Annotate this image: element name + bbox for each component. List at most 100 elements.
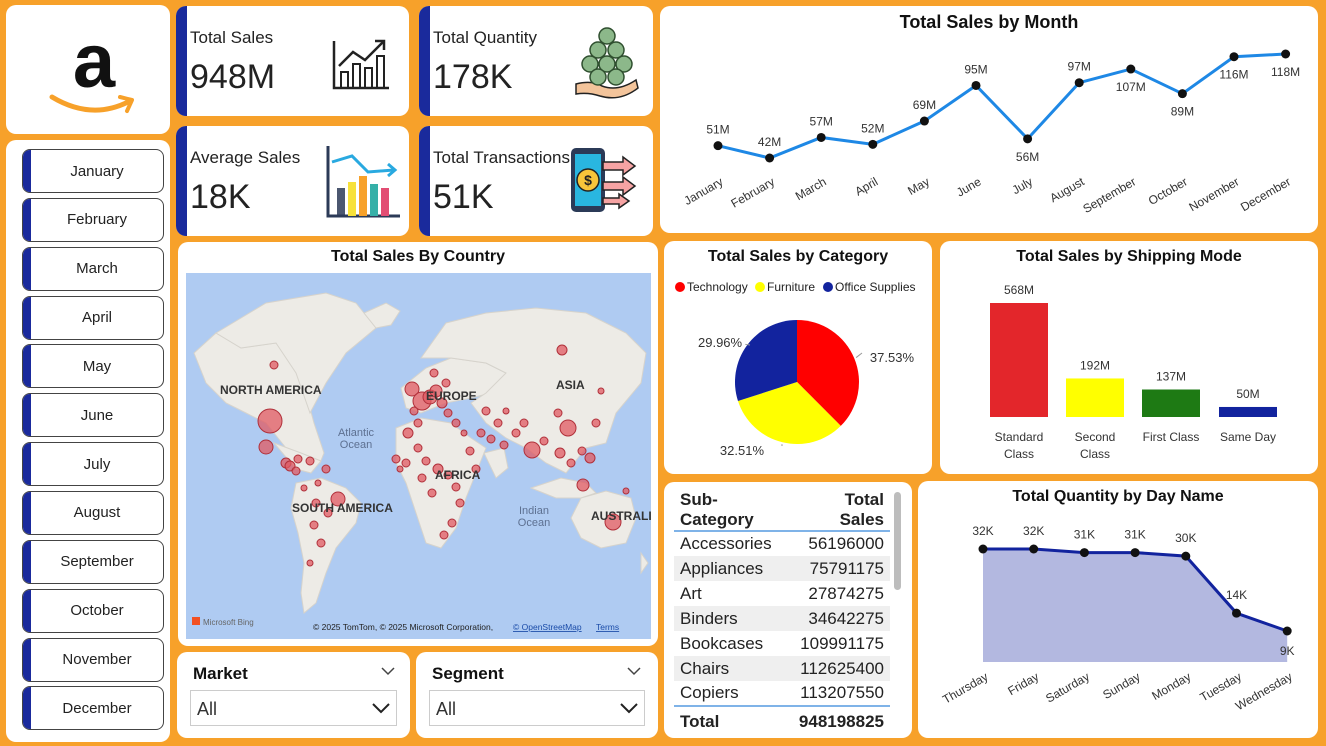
osm-link[interactable]: © OpenStreetMap bbox=[513, 622, 582, 632]
country-bubble[interactable] bbox=[451, 418, 461, 428]
country-bubble[interactable] bbox=[323, 508, 333, 518]
country-bubble[interactable] bbox=[417, 473, 427, 483]
month-button-july[interactable]: July bbox=[22, 442, 164, 487]
month-button-january[interactable]: January bbox=[22, 149, 164, 193]
country-bubble[interactable] bbox=[306, 559, 314, 567]
country-bubble[interactable] bbox=[269, 360, 279, 370]
country-bubble[interactable] bbox=[476, 428, 486, 438]
month-button-april[interactable]: April bbox=[22, 295, 164, 340]
country-bubble[interactable] bbox=[413, 418, 423, 428]
country-bubble[interactable] bbox=[481, 406, 491, 416]
data-point[interactable] bbox=[1282, 626, 1292, 636]
month-button-march[interactable]: March bbox=[22, 246, 164, 291]
country-bubble[interactable] bbox=[311, 498, 321, 508]
country-bubble[interactable] bbox=[584, 452, 596, 464]
data-point[interactable] bbox=[1079, 548, 1089, 558]
country-bubble[interactable] bbox=[309, 520, 319, 530]
data-point[interactable] bbox=[1126, 64, 1136, 74]
bar[interactable] bbox=[990, 303, 1048, 417]
table-row[interactable]: Copiers 113207550 bbox=[674, 681, 890, 706]
country-bubble[interactable] bbox=[443, 470, 453, 480]
world-map[interactable]: NORTH AMERICA SOUTH AMERICA EUROPE AFRIC… bbox=[186, 273, 651, 639]
data-point[interactable] bbox=[1130, 548, 1140, 558]
country-bubble[interactable] bbox=[330, 491, 346, 507]
country-bubble[interactable] bbox=[413, 443, 423, 453]
data-point[interactable] bbox=[1281, 49, 1291, 59]
table-row[interactable]: Chairs 112625400 bbox=[674, 656, 890, 681]
column-header[interactable]: Total Sales bbox=[839, 490, 884, 529]
data-point[interactable] bbox=[919, 116, 929, 126]
country-bubble[interactable] bbox=[556, 344, 568, 356]
country-bubble[interactable] bbox=[401, 458, 411, 468]
country-bubble[interactable] bbox=[566, 458, 576, 468]
data-point[interactable] bbox=[1181, 551, 1191, 561]
country-bubble[interactable] bbox=[314, 479, 322, 487]
country-bubble[interactable] bbox=[591, 418, 601, 428]
country-bubble[interactable] bbox=[539, 436, 549, 446]
country-bubble[interactable] bbox=[305, 456, 315, 466]
country-bubble[interactable] bbox=[486, 434, 496, 444]
country-bubble[interactable] bbox=[258, 439, 274, 455]
month-button-december[interactable]: December bbox=[22, 686, 164, 731]
data-point[interactable] bbox=[765, 153, 775, 163]
data-point[interactable] bbox=[816, 132, 826, 142]
month-button-may[interactable]: May bbox=[22, 344, 164, 389]
country-bubble[interactable] bbox=[523, 441, 541, 459]
table-row[interactable]: Appliances 75791175 bbox=[674, 556, 890, 581]
country-bubble[interactable] bbox=[604, 513, 622, 531]
country-bubble[interactable] bbox=[439, 530, 449, 540]
data-point[interactable] bbox=[1023, 134, 1033, 144]
table-row[interactable]: Art 27874275 bbox=[674, 581, 890, 606]
data-point[interactable] bbox=[978, 544, 988, 554]
data-point[interactable] bbox=[1229, 52, 1239, 62]
country-bubble[interactable] bbox=[502, 407, 510, 415]
segment-select[interactable]: All bbox=[429, 690, 645, 726]
country-bubble[interactable] bbox=[451, 482, 461, 492]
country-bubble[interactable] bbox=[447, 518, 457, 528]
country-bubble[interactable] bbox=[429, 368, 439, 378]
country-bubble[interactable] bbox=[493, 418, 503, 428]
pie-slice[interactable] bbox=[737, 382, 841, 444]
country-bubble[interactable] bbox=[321, 464, 331, 474]
country-bubble[interactable] bbox=[436, 397, 448, 409]
column-header[interactable]: Sub-Category bbox=[680, 490, 754, 529]
pie-slice[interactable] bbox=[735, 320, 797, 402]
country-bubble[interactable] bbox=[391, 454, 401, 464]
country-bubble[interactable] bbox=[421, 456, 431, 466]
country-bubble[interactable] bbox=[597, 387, 605, 395]
data-point[interactable] bbox=[1074, 78, 1084, 88]
month-button-august[interactable]: August bbox=[22, 490, 164, 535]
country-bubble[interactable] bbox=[622, 487, 630, 495]
country-bubble[interactable] bbox=[441, 378, 451, 388]
country-bubble[interactable] bbox=[471, 464, 481, 474]
table-row[interactable]: Accessories 56196000 bbox=[674, 531, 890, 556]
country-bubble[interactable] bbox=[402, 427, 414, 439]
month-button-september[interactable]: September bbox=[22, 539, 164, 584]
country-bubble[interactable] bbox=[257, 408, 283, 434]
country-bubble[interactable] bbox=[559, 419, 577, 437]
data-point[interactable] bbox=[1177, 89, 1187, 99]
bar[interactable] bbox=[1066, 378, 1124, 417]
country-bubble[interactable] bbox=[465, 446, 475, 456]
country-bubble[interactable] bbox=[554, 447, 566, 459]
country-bubble[interactable] bbox=[409, 406, 419, 416]
country-bubble[interactable] bbox=[293, 454, 303, 464]
country-bubble[interactable] bbox=[443, 408, 453, 418]
country-bubble[interactable] bbox=[404, 381, 420, 397]
data-point[interactable] bbox=[1029, 544, 1039, 554]
data-point[interactable] bbox=[713, 141, 723, 151]
country-bubble[interactable] bbox=[432, 463, 444, 475]
country-bubble[interactable] bbox=[396, 465, 404, 473]
bar[interactable] bbox=[1142, 389, 1200, 417]
country-bubble[interactable] bbox=[499, 440, 509, 450]
month-button-november[interactable]: November bbox=[22, 637, 164, 682]
country-bubble[interactable] bbox=[316, 538, 326, 548]
month-button-october[interactable]: October bbox=[22, 588, 164, 633]
country-bubble[interactable] bbox=[427, 488, 437, 498]
data-point[interactable] bbox=[868, 139, 878, 149]
chevron-down-icon[interactable] bbox=[381, 666, 395, 676]
country-bubble[interactable] bbox=[455, 498, 465, 508]
data-point[interactable] bbox=[1232, 608, 1241, 618]
country-bubble[interactable] bbox=[429, 384, 443, 398]
country-bubble[interactable] bbox=[519, 418, 529, 428]
